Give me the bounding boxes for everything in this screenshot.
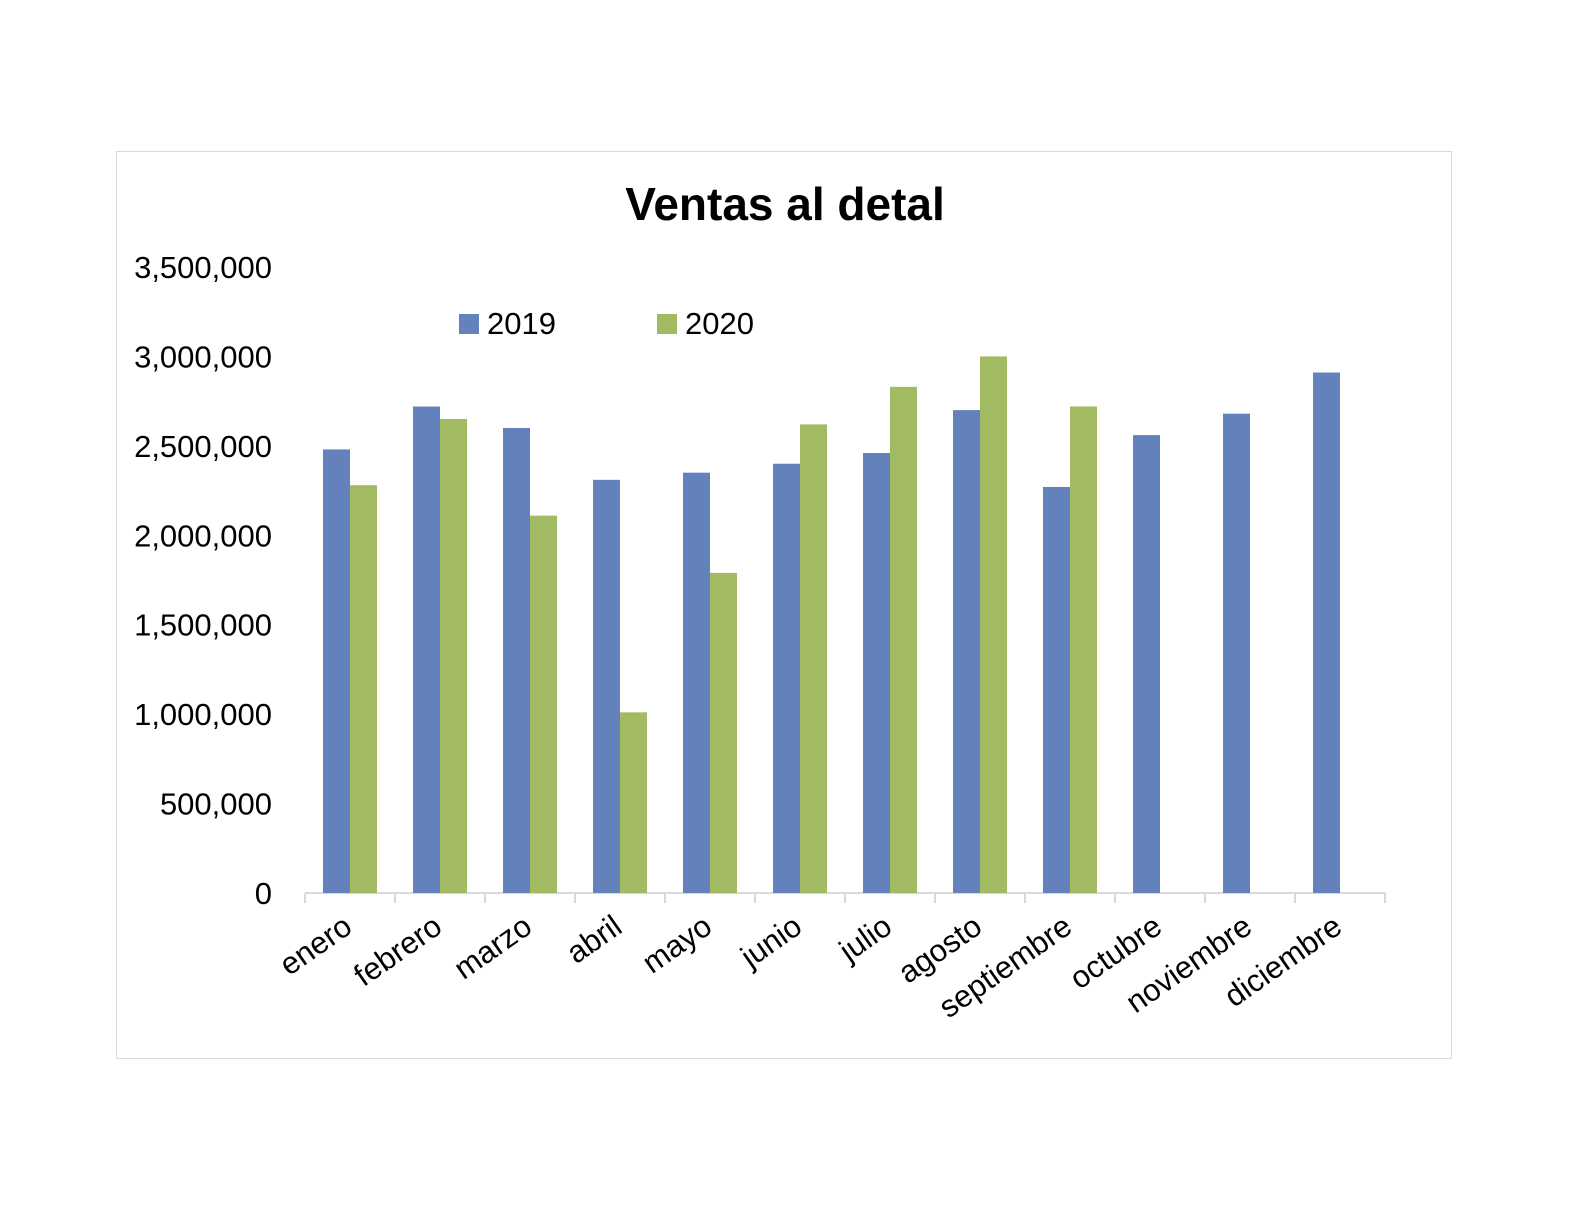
chart-title: Ventas al detal: [625, 178, 945, 230]
bars: [323, 356, 1340, 893]
x-tick-label: mayo: [636, 908, 718, 980]
bar-2020-enero: [350, 485, 377, 893]
bar-2019-octubre: [1133, 435, 1160, 893]
y-tick-label: 3,500,000: [134, 250, 272, 285]
x-tick-label: abril: [560, 908, 628, 970]
bar-2019-febrero: [413, 406, 440, 893]
y-tick-label: 3,000,000: [134, 339, 272, 374]
y-tick-label: 0: [255, 876, 272, 911]
y-axis: 0 500,000 1,000,000 1,500,000 2,000,000 2,500…: [134, 250, 272, 911]
bar-2019-junio: [773, 463, 800, 893]
chart-svg: Ventas al detal 2019 2020 0 500,000 1,000,0…: [134, 178, 1386, 1025]
bar-2019-agosto: [953, 410, 980, 893]
chart-frame: Ventas al detal 2019 2020 0 500,000 1,000,0…: [116, 151, 1452, 1059]
bar-2020-junio: [800, 424, 827, 893]
bar-2020-agosto: [980, 356, 1007, 893]
bar-2019-marzo: [503, 427, 530, 893]
bar-2020-abril: [620, 712, 647, 893]
bar-2020-septiembre: [1070, 406, 1097, 893]
legend-label-2019: 2019: [487, 306, 556, 341]
legend: 2019 2020: [459, 306, 754, 341]
bar-2020-marzo: [530, 515, 557, 893]
bar-2019-septiembre: [1043, 486, 1070, 893]
x-tick-label: marzo: [447, 908, 538, 986]
legend-swatch-2020: [657, 314, 677, 334]
y-tick-label: 2,500,000: [134, 429, 272, 464]
bar-2020-febrero: [440, 419, 467, 893]
y-tick-label: 1,000,000: [134, 697, 272, 732]
legend-label-2020: 2020: [685, 306, 754, 341]
bar-2020-julio: [890, 386, 917, 893]
x-tick-label: julio: [832, 908, 898, 969]
y-tick-label: 2,000,000: [134, 518, 272, 553]
bar-2019-julio: [863, 453, 890, 893]
bar-2019-enero: [323, 449, 350, 893]
bar-2019-mayo: [683, 472, 710, 893]
y-tick-label: 500,000: [160, 787, 272, 822]
bar-2019-diciembre: [1313, 372, 1340, 893]
x-tick-label: junio: [733, 908, 808, 975]
legend-swatch-2019: [459, 314, 479, 334]
y-tick-label: 1,500,000: [134, 608, 272, 643]
bar-2020-mayo: [710, 572, 737, 893]
bar-2019-abril: [593, 479, 620, 893]
bar-2019-noviembre: [1223, 413, 1250, 893]
x-tick-label: enero: [273, 908, 358, 982]
x-tick-label: febrero: [347, 908, 448, 993]
